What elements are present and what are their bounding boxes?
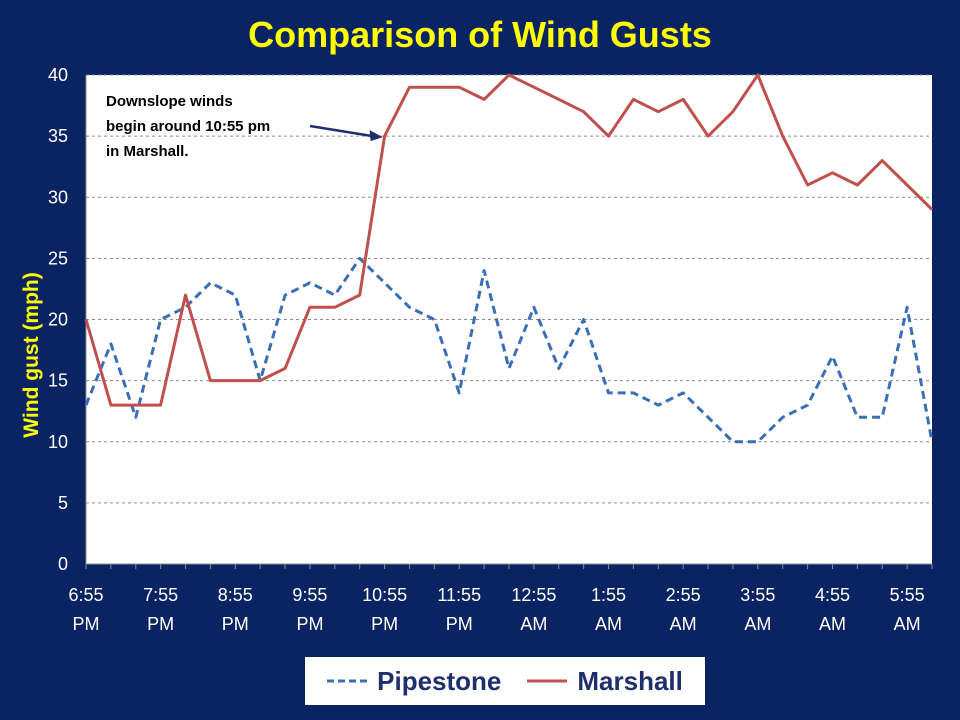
legend-item-marshall: Marshall <box>527 666 683 697</box>
x-tick-label-18-time: 12:55 <box>511 585 556 605</box>
x-tick-label-12-ampm: PM <box>371 614 398 634</box>
x-tick-label-3-time: 7:55 <box>143 585 178 605</box>
y-tick-label-5: 5 <box>58 493 68 513</box>
x-tick-label-27-ampm: AM <box>744 614 771 634</box>
x-tick-label-21-time: 1:55 <box>591 585 626 605</box>
x-tick-label-24-time: 2:55 <box>666 585 701 605</box>
legend-item-pipestone: Pipestone <box>327 666 501 697</box>
y-tick-label-40: 40 <box>48 65 68 85</box>
chart-title: Comparison of Wind Gusts <box>248 14 712 55</box>
legend-swatch-marshall <box>527 679 568 683</box>
x-tick-label-15-time: 11:55 <box>437 585 481 605</box>
annotation-line-2: begin around 10:55 pm <box>106 118 270 135</box>
annotation: Downslope winds begin around 10:55 pm in… <box>106 93 383 160</box>
x-tick-label-9-ampm: PM <box>296 614 323 634</box>
x-tick-label-0-ampm: PM <box>73 614 100 634</box>
annotation-line-3: in Marshall. <box>106 143 189 160</box>
y-tick-label-35: 35 <box>48 126 68 146</box>
x-tick-label-15-ampm: PM <box>446 614 473 634</box>
y-tick-label-20: 20 <box>48 310 68 330</box>
x-tick-label-6-time: 8:55 <box>218 585 253 605</box>
series-lines <box>84 73 934 444</box>
x-tick-label-30-time: 4:55 <box>815 585 850 605</box>
legend-swatch-pipestone <box>327 679 368 683</box>
x-tick-label-30-ampm: AM <box>819 614 846 634</box>
x-tick-label-9-time: 9:55 <box>292 585 327 605</box>
y-tick-label-25: 25 <box>48 248 68 268</box>
y-tick-label-10: 10 <box>48 432 68 452</box>
x-tick-label-33-ampm: AM <box>894 614 921 634</box>
legend-label-pipestone: Pipestone <box>377 665 502 696</box>
x-tick-label-27-time: 3:55 <box>740 585 775 605</box>
x-tick-label-33-time: 5:55 <box>890 585 925 605</box>
x-tick-label-21-ampm: AM <box>595 614 622 634</box>
x-tick-label-3-ampm: PM <box>147 614 174 634</box>
series-line-marshall <box>84 73 934 407</box>
annotation-line-1: Downslope winds <box>106 93 233 110</box>
y-tick-label-0: 0 <box>58 554 68 574</box>
axes: 0 5 10 15 20 25 30 35 40 6:55 PM 7:55 PM 8:55 PM 9:55 PM… <box>48 65 933 634</box>
annotation-arrow-head <box>369 130 383 142</box>
x-tick-label-6-ampm: PM <box>222 614 249 634</box>
legend-label-marshall: Marshall <box>577 665 683 696</box>
annotation-arrow-line <box>309 124 373 138</box>
legend: Pipestone Marshall <box>305 657 705 705</box>
x-tick-label-24-ampm: AM <box>670 614 697 634</box>
series-line-pipestone <box>84 256 934 444</box>
x-tick-label-18-ampm: AM <box>520 614 547 634</box>
x-tick-label-12-time: 10:55 <box>362 585 407 605</box>
y-tick-label-15: 15 <box>48 371 68 391</box>
x-tick-label-0-time: 6:55 <box>68 585 103 605</box>
y-tick-label-30: 30 <box>48 187 68 207</box>
y-axis-label: Wind gust (mph) <box>20 272 43 437</box>
